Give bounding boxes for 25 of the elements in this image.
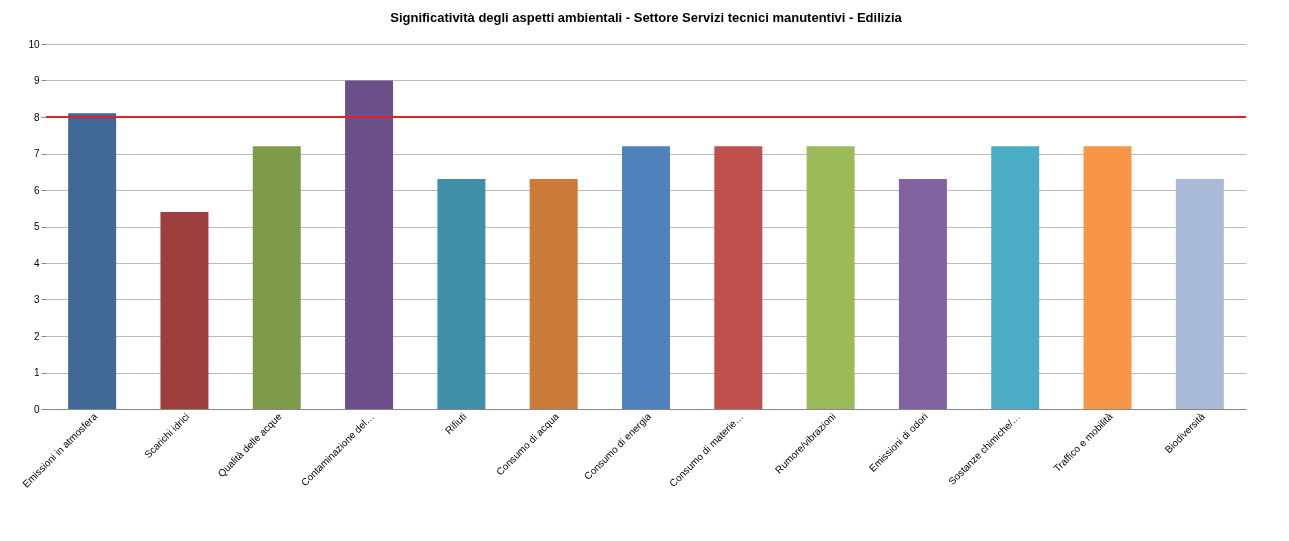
bar [898,179,947,409]
y-tick-label: 0 [33,403,40,415]
bar [1083,146,1132,409]
bar [68,113,117,409]
bar [622,146,670,409]
y-tick-label: 7 [33,148,40,159]
y-tick-label: 1 [33,367,40,378]
y-tick-label: 6 [33,184,40,196]
bar [252,146,301,409]
bar [806,146,855,409]
bar [714,146,763,409]
y-tick-label: 4 [33,257,40,269]
bar [160,211,209,409]
y-tick-label: 8 [33,111,40,123]
y-tick-label: 5 [33,221,40,232]
y-tick-label: 10 [28,38,40,50]
bar [529,179,578,409]
bar [345,80,394,409]
bar [991,146,1040,409]
y-tick-label: 2 [33,330,40,342]
y-tick-label: 3 [33,294,40,305]
chart-title: Significatività degli aspetti ambientali - Settore Servizi tecnici manutentivi - Edilizia [390,10,903,25]
bar [1175,179,1224,409]
y-tick-label: 9 [33,75,40,86]
bar [437,179,486,409]
